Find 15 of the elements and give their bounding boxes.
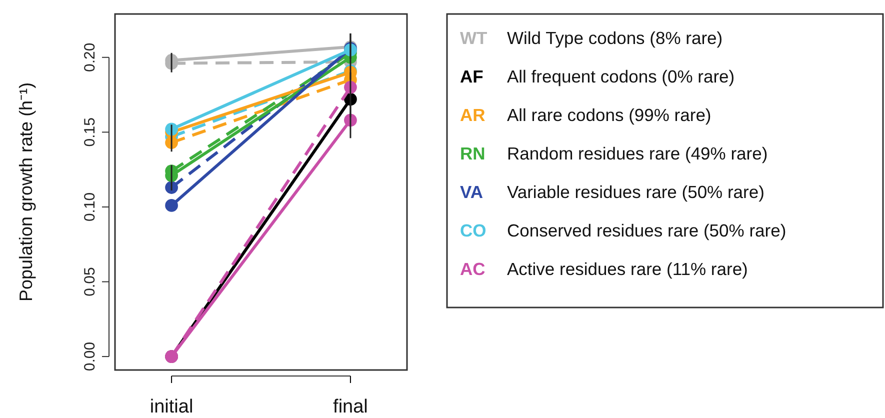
text: CO Conserved residues rare (50% rare) bbox=[460, 220, 786, 241]
text: RN Random residues rare (49% rare) bbox=[460, 144, 768, 164]
y-axis-title: Population growth rate (h⁻¹) bbox=[16, 82, 36, 302]
y-tick-label: 0.20 bbox=[81, 42, 98, 72]
text: VA Variable residues rare (50% rare) bbox=[460, 182, 764, 202]
x-tick-label: initial bbox=[150, 396, 194, 418]
text: AR All rare codons (99% rare) bbox=[460, 105, 712, 126]
y-tick-label: 0.15 bbox=[81, 118, 98, 147]
x-tick-label: final bbox=[333, 396, 368, 418]
text: AF All frequent codons (0% rare) bbox=[460, 66, 735, 87]
text: WT Wild Type codons (8% rare) bbox=[460, 28, 723, 48]
y-tick-label: 0.10 bbox=[81, 192, 98, 222]
text: AC Active residues rare (11% rare) bbox=[460, 259, 748, 280]
y-tick-label: 0.00 bbox=[81, 342, 98, 372]
y-tick-label: 0.05 bbox=[81, 267, 98, 296]
